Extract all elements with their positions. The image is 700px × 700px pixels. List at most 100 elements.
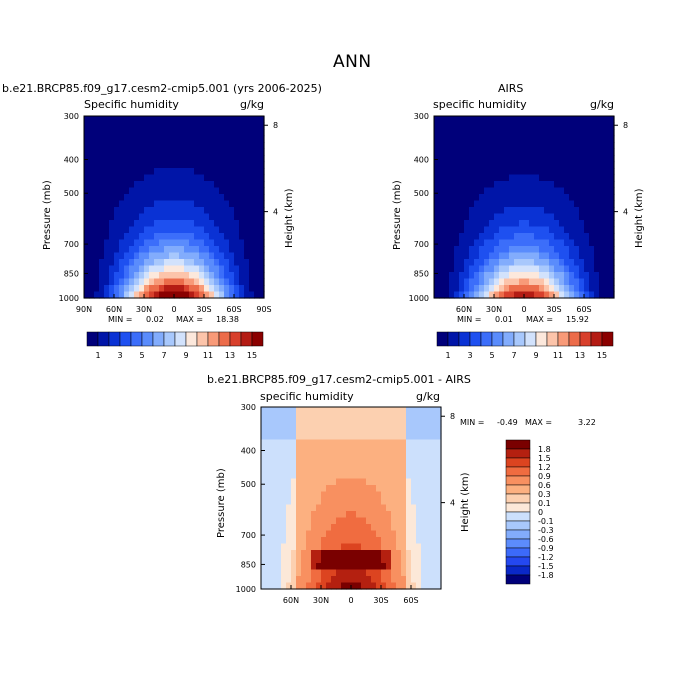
field-cell (401, 498, 407, 506)
field-cell (209, 239, 215, 247)
field-cell (336, 550, 342, 558)
field-cell (366, 569, 372, 577)
colorbar3-label: 1.2 (538, 463, 551, 472)
field-cell (89, 194, 95, 202)
field-cell (599, 259, 605, 267)
field-cell (244, 135, 250, 143)
y-tick-label: 700 (414, 240, 429, 249)
field-cell (286, 498, 292, 506)
field-cell (529, 291, 535, 299)
field-cell (524, 226, 530, 234)
field-cell (234, 122, 240, 130)
field-cell (134, 181, 140, 189)
field-cell (209, 174, 215, 182)
field-cell (239, 213, 245, 221)
field-cell (189, 187, 195, 195)
field-cell (249, 291, 255, 299)
field-cell (164, 142, 170, 150)
field-cell (436, 582, 442, 590)
field-cell (144, 187, 150, 195)
field-cell (534, 265, 540, 273)
field-cell (589, 181, 595, 189)
field-cell (306, 452, 312, 460)
field-cell (266, 576, 272, 584)
field-cell (351, 537, 357, 545)
field-cell (326, 459, 332, 467)
field-cell (291, 576, 297, 584)
field-cell (244, 259, 250, 267)
field-cell (164, 194, 170, 202)
field-cell (484, 272, 490, 280)
field-cell (139, 252, 145, 260)
field-cell (209, 265, 215, 273)
field-cell (459, 194, 465, 202)
field-cell (434, 252, 440, 260)
field-cell (326, 426, 332, 434)
field-cell (469, 194, 475, 202)
field-cell (129, 278, 135, 286)
field-cell (301, 407, 307, 415)
field-cell (356, 407, 362, 415)
field-cell (421, 491, 427, 499)
field-cell (89, 155, 95, 163)
field-cell (454, 246, 460, 254)
field-cell (366, 524, 372, 532)
field-cell (239, 142, 245, 150)
field-cell (306, 582, 312, 590)
field-cell (584, 239, 590, 247)
field-cell (449, 129, 455, 137)
field-cell (346, 478, 352, 486)
field-cell (249, 226, 255, 234)
field-cell (549, 278, 555, 286)
field-cell (336, 576, 342, 584)
field-cell (584, 233, 590, 241)
field-cell (426, 478, 432, 486)
field-cell (271, 582, 277, 590)
field-cell (341, 582, 347, 590)
field-cell (239, 174, 245, 182)
field-cell (321, 556, 327, 564)
field-cell (514, 259, 520, 267)
field-cell (416, 498, 422, 506)
field-cell (104, 213, 110, 221)
field-cell (604, 233, 610, 241)
field-cell (89, 246, 95, 254)
field-cell (599, 265, 605, 273)
field-cell (134, 291, 140, 299)
field-cell (259, 142, 265, 150)
field-cell (94, 226, 100, 234)
field-cell (346, 485, 352, 493)
field-cell (564, 122, 570, 130)
field-cell (209, 291, 215, 299)
field-cell (301, 537, 307, 545)
field-cell (444, 174, 450, 182)
field-cell (89, 181, 95, 189)
field-cell (406, 420, 412, 428)
field-cell (524, 194, 530, 202)
field-cell (569, 148, 575, 156)
field-cell (154, 116, 160, 124)
field-cell (331, 478, 337, 486)
field-cell (249, 233, 255, 241)
field-cell (189, 233, 195, 241)
field-cell (291, 530, 297, 538)
field-cell (469, 285, 475, 293)
field-cell (594, 252, 600, 260)
field-cell (569, 155, 575, 163)
field-cell (336, 426, 342, 434)
field-cell (559, 181, 565, 189)
field-cell (579, 265, 585, 273)
field-cell (174, 291, 180, 299)
field-cell (381, 446, 387, 454)
field-cell (159, 220, 165, 228)
field-cell (286, 465, 292, 473)
field-cell (529, 213, 535, 221)
field-cell (204, 194, 210, 202)
field-cell (584, 213, 590, 221)
field-cell (544, 213, 550, 221)
field-cell (464, 285, 470, 293)
field-cell (89, 233, 95, 241)
field-cell (254, 181, 260, 189)
field-cell (254, 259, 260, 267)
field-cell (139, 246, 145, 254)
